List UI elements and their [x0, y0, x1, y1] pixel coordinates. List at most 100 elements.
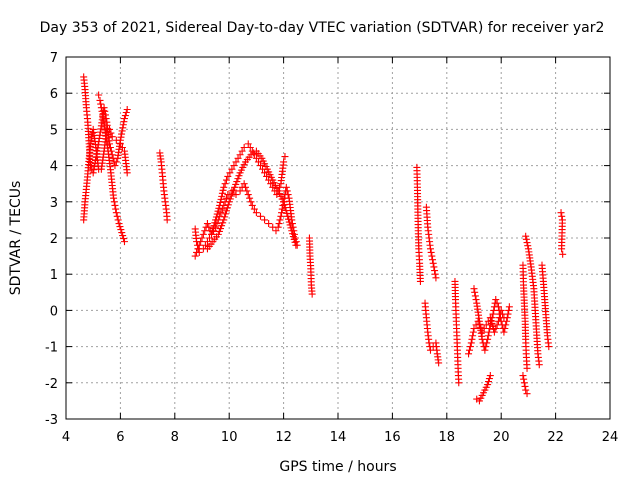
data-point [466, 343, 474, 351]
data-point [500, 314, 508, 322]
data-point [163, 216, 171, 224]
data-point [234, 175, 242, 183]
data-point [116, 140, 124, 148]
data-point [227, 192, 235, 200]
data-point [226, 195, 234, 203]
data-point [523, 239, 531, 247]
data-point [213, 210, 221, 218]
data-point [240, 180, 248, 188]
y-tick-labels: -3 -2 -1 0 1 2 3 4 5 6 7 [45, 51, 58, 428]
data-point [558, 212, 566, 220]
data-point [483, 339, 491, 347]
data-point [308, 290, 316, 298]
data-point [218, 192, 226, 200]
data-point [111, 201, 119, 209]
data-point [123, 169, 131, 177]
plot-frame [65, 56, 611, 420]
data-point [283, 187, 291, 195]
data-point [246, 144, 254, 151]
data-point [112, 209, 120, 217]
data-point [96, 96, 104, 104]
data-point [520, 379, 528, 387]
x-tick-label: 10 [221, 430, 238, 445]
data-point [217, 209, 225, 217]
data-point [431, 270, 439, 278]
data-point [486, 314, 494, 322]
data-point [469, 328, 477, 336]
data-point [480, 325, 488, 332]
data-point [118, 130, 126, 138]
data-point [232, 180, 240, 188]
data-point [112, 158, 120, 166]
data-point [557, 209, 565, 217]
data-point [523, 390, 531, 398]
data-point [215, 204, 223, 212]
data-point [284, 212, 292, 220]
data-point [222, 194, 230, 202]
data-point [478, 328, 486, 336]
data-point [242, 183, 250, 191]
data-point [486, 372, 494, 380]
y-tick-label: 4 [50, 160, 58, 175]
data-point [465, 350, 473, 358]
data-point [276, 216, 284, 224]
chart-title: Day 353 of 2021, Sidereal Day-to-day VTE… [40, 20, 605, 36]
data-point [240, 144, 248, 151]
data-point [521, 382, 529, 390]
data-point [209, 225, 217, 233]
data-point [475, 321, 483, 329]
data-point [484, 332, 492, 340]
data-point [274, 223, 282, 231]
data-point [490, 328, 498, 336]
data-point [224, 191, 232, 199]
data-point [261, 169, 269, 177]
data-point [194, 245, 202, 253]
data-point [497, 306, 505, 314]
y-tick-label: -2 [45, 377, 58, 392]
data-point [522, 232, 530, 240]
x-tick-label: 16 [384, 430, 401, 445]
data-point [484, 335, 492, 343]
x-tick-label: 14 [330, 430, 347, 445]
data-point [121, 112, 129, 120]
data-point [120, 118, 128, 126]
data-point [425, 339, 433, 347]
data-point [118, 127, 126, 135]
data-point [256, 212, 264, 220]
data-point [523, 364, 531, 372]
data-point [224, 201, 232, 209]
data-point [117, 226, 125, 234]
x-tick-label: 6 [116, 430, 124, 445]
data-point [244, 191, 252, 199]
data-point [210, 222, 218, 230]
data-point [493, 299, 501, 307]
data-point [115, 220, 123, 228]
data-point [114, 216, 122, 224]
data-point [482, 321, 490, 329]
data-point [216, 198, 224, 206]
data-point [488, 319, 496, 327]
data-point [505, 306, 513, 314]
data-point [282, 206, 290, 214]
data-point [429, 259, 437, 267]
data-point [467, 339, 475, 347]
data-point [285, 218, 293, 226]
x-tick-label: 8 [171, 430, 179, 445]
data-point [485, 375, 493, 383]
data-point [97, 104, 105, 112]
data-point [289, 233, 297, 241]
data-point [522, 235, 530, 243]
x-tick-label: 4 [62, 430, 70, 445]
data-point [243, 187, 251, 195]
data-point [236, 151, 244, 159]
data-point [211, 219, 219, 227]
data-point [212, 216, 220, 224]
data-point [280, 201, 288, 209]
data-point [430, 263, 438, 271]
data-point [220, 216, 228, 224]
data-point [278, 205, 286, 213]
data-point [248, 201, 256, 209]
data-point [524, 242, 532, 250]
data-point [278, 209, 286, 217]
data-point [205, 234, 213, 242]
